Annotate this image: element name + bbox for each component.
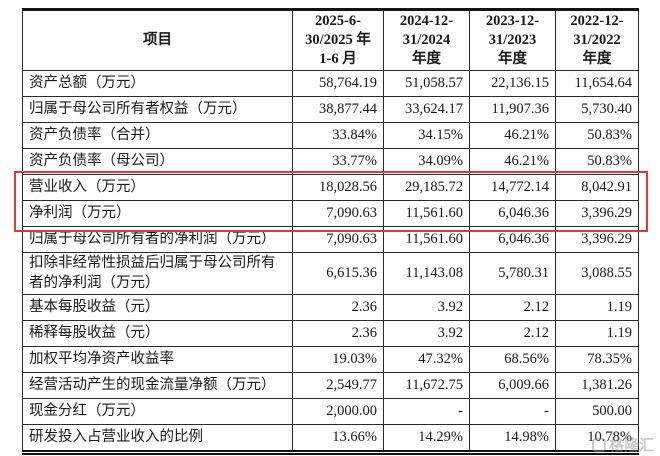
row-value: 22,136.15 bbox=[470, 71, 556, 97]
row-label: 资产负债率（母公司） bbox=[23, 149, 293, 175]
table-row: 基本每股收益（元）2.363.922.121.19 bbox=[23, 294, 639, 320]
table-row: 资产负债率（合并）33.84%34.15%46.21%50.83% bbox=[23, 123, 639, 149]
row-value: 14,772.14 bbox=[470, 175, 556, 201]
row-value: 19.03% bbox=[293, 346, 384, 372]
financial-summary-page: 项目 2025-6- 30/2025 年 1-6 月2024-12- 31/20… bbox=[0, 0, 660, 456]
row-value: 11,907.36 bbox=[470, 97, 556, 123]
row-value: 33.77% bbox=[293, 149, 384, 175]
row-value: 3.92 bbox=[384, 320, 470, 346]
row-value: 6,615.36 bbox=[293, 253, 384, 294]
row-label: 净利润（万元） bbox=[23, 201, 293, 227]
table-row: 经营活动产生的现金流量净额（万元）2,549.7711,672.756,009.… bbox=[23, 372, 639, 398]
row-label: 归属于母公司所有者的净利润（万元） bbox=[23, 227, 293, 253]
row-value: 34.15% bbox=[384, 123, 470, 149]
watermark-text: 格隆汇 bbox=[609, 434, 654, 455]
row-label: 加权平均净资产收益率 bbox=[23, 346, 293, 372]
row-value: 47.32% bbox=[384, 346, 470, 372]
column-header-period: 2023-12- 31/2023 年度 bbox=[470, 10, 556, 71]
row-value: 3,396.29 bbox=[556, 227, 639, 253]
row-value: 2,549.77 bbox=[293, 372, 384, 398]
table-row: 稀释每股收益（元）2.363.922.121.19 bbox=[23, 320, 639, 346]
row-value: 50.83% bbox=[556, 123, 639, 149]
gelonghui-logo-icon bbox=[592, 438, 606, 452]
row-label: 现金分红（万元） bbox=[23, 398, 293, 424]
row-label: 经营活动产生的现金流量净额（万元） bbox=[23, 372, 293, 398]
row-value: 6,046.36 bbox=[470, 227, 556, 253]
row-label: 扣除非经常性损益后归属于母公司所有者的净利润（万元） bbox=[23, 253, 293, 294]
row-label: 资产负债率（合并） bbox=[23, 123, 293, 149]
row-value: 18,028.56 bbox=[293, 175, 384, 201]
row-label: 基本每股收益（元） bbox=[23, 294, 293, 320]
row-value: 2.12 bbox=[470, 294, 556, 320]
row-value: 68.56% bbox=[470, 346, 556, 372]
row-value: 34.09% bbox=[384, 149, 470, 175]
table-row: 现金分红（万元）2,000.00--500.00 bbox=[23, 398, 639, 424]
table-row: 净利润（万元）7,090.6311,561.606,046.363,396.29 bbox=[23, 201, 639, 227]
table-row: 扣除非经常性损益后归属于母公司所有者的净利润（万元）6,615.3611,143… bbox=[23, 253, 639, 294]
row-value: 11,561.60 bbox=[384, 201, 470, 227]
row-value: 2.36 bbox=[293, 294, 384, 320]
table-header-row: 项目 2025-6- 30/2025 年 1-6 月2024-12- 31/20… bbox=[23, 10, 639, 71]
column-header-period: 2025-6- 30/2025 年 1-6 月 bbox=[293, 10, 384, 71]
row-value: 7,090.63 bbox=[293, 227, 384, 253]
row-value: 5,730.40 bbox=[556, 97, 639, 123]
row-value: 2.12 bbox=[470, 320, 556, 346]
row-value: 3,088.55 bbox=[556, 253, 639, 294]
row-value: 3,396.29 bbox=[556, 201, 639, 227]
row-label: 归属于母公司所有者权益（万元） bbox=[23, 97, 293, 123]
row-value: 29,185.72 bbox=[384, 175, 470, 201]
row-value: 58,764.19 bbox=[293, 71, 384, 97]
row-value: 78.35% bbox=[556, 346, 639, 372]
column-header-item: 项目 bbox=[23, 10, 293, 71]
row-value: 11,654.64 bbox=[556, 71, 639, 97]
row-value: 11,561.60 bbox=[384, 227, 470, 253]
column-header-period: 2022-12- 31/2022 年度 bbox=[556, 10, 639, 71]
row-value: 33.84% bbox=[293, 123, 384, 149]
row-value: 51,058.57 bbox=[384, 71, 470, 97]
row-value: - bbox=[384, 398, 470, 424]
row-value: 33,624.17 bbox=[384, 97, 470, 123]
row-label: 研发投入占营业收入的比例 bbox=[23, 424, 293, 452]
watermark: 格隆汇 bbox=[592, 434, 654, 455]
table-row: 资产总额（万元）58,764.1951,058.5722,136.1511,65… bbox=[23, 71, 639, 97]
row-value: 46.21% bbox=[470, 123, 556, 149]
row-value: 13.66% bbox=[293, 424, 384, 452]
row-value: 7,090.63 bbox=[293, 201, 384, 227]
table-row: 营业收入（万元）18,028.5629,185.7214,772.148,042… bbox=[23, 175, 639, 201]
row-value: 500.00 bbox=[556, 398, 639, 424]
row-value: 1.19 bbox=[556, 320, 639, 346]
row-value: 1.19 bbox=[556, 294, 639, 320]
table-row: 归属于母公司所有者权益（万元）38,877.4433,624.1711,907.… bbox=[23, 97, 639, 123]
table-row: 研发投入占营业收入的比例13.66%14.29%14.98%10.78% bbox=[23, 424, 639, 452]
row-value: 6,046.36 bbox=[470, 201, 556, 227]
row-value: 1,381.26 bbox=[556, 372, 639, 398]
row-label: 营业收入（万元） bbox=[23, 175, 293, 201]
row-value: 11,143.08 bbox=[384, 253, 470, 294]
row-value: 2.36 bbox=[293, 320, 384, 346]
table-row: 归属于母公司所有者的净利润（万元）7,090.6311,561.606,046.… bbox=[23, 227, 639, 253]
row-value: 11,672.75 bbox=[384, 372, 470, 398]
row-value: 8,042.91 bbox=[556, 175, 639, 201]
row-label: 资产总额（万元） bbox=[23, 71, 293, 97]
row-value: 38,877.44 bbox=[293, 97, 384, 123]
row-label: 稀释每股收益（元） bbox=[23, 320, 293, 346]
row-value: 5,780.31 bbox=[470, 253, 556, 294]
financial-summary-table: 项目 2025-6- 30/2025 年 1-6 月2024-12- 31/20… bbox=[22, 8, 639, 455]
row-value: 2,000.00 bbox=[293, 398, 384, 424]
row-value: 6,009.66 bbox=[470, 372, 556, 398]
row-value: 14.29% bbox=[384, 424, 470, 452]
row-value: - bbox=[470, 398, 556, 424]
table-row: 加权平均净资产收益率19.03%47.32%68.56%78.35% bbox=[23, 346, 639, 372]
row-value: 3.92 bbox=[384, 294, 470, 320]
row-value: 14.98% bbox=[470, 424, 556, 452]
column-header-period: 2024-12- 31/2024 年度 bbox=[384, 10, 470, 71]
table-row: 资产负债率（母公司）33.77%34.09%46.21%50.83% bbox=[23, 149, 639, 175]
row-value: 46.21% bbox=[470, 149, 556, 175]
row-value: 50.83% bbox=[556, 149, 639, 175]
